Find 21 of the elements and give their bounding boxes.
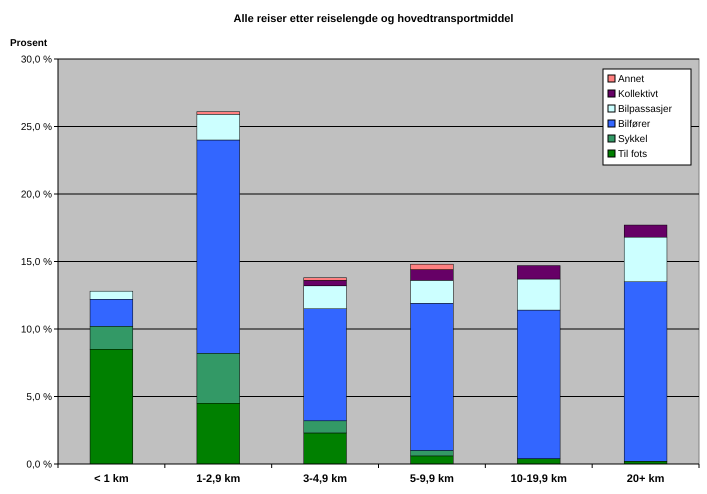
y-tick-label: 0,0 % bbox=[26, 460, 52, 470]
legend-label: Sykkel bbox=[618, 134, 648, 145]
y-axis-title: Prosent bbox=[10, 38, 48, 49]
x-tick-label: 1-2,9 km bbox=[196, 473, 240, 485]
chart-title: Alle reiser etter reiselengde og hovedtransportmiddel bbox=[234, 13, 514, 25]
x-tick-label: 10-19,9 km bbox=[510, 473, 568, 485]
y-tick-label: 25,0 % bbox=[20, 122, 52, 133]
legend-label: Til fots bbox=[618, 149, 648, 160]
y-tick-label: 10,0 % bbox=[20, 324, 52, 336]
y-tick-label: 15,0 % bbox=[20, 257, 52, 268]
y-tick-label: 20,0 % bbox=[20, 190, 52, 200]
x-tick-label: < 1 km bbox=[94, 473, 129, 485]
x-tick-label: 3-4,9 km bbox=[303, 473, 348, 485]
legend-label: Kollektivt bbox=[618, 89, 658, 100]
legend-label: Bilfører bbox=[618, 119, 651, 130]
y-tick-label: 30,0 % bbox=[20, 54, 52, 66]
x-tick-label: 5-9,9 km bbox=[410, 473, 454, 485]
legend-label: Bilpassasjer bbox=[618, 104, 673, 115]
x-tick-label: 20+ km bbox=[626, 473, 665, 485]
legend-label: Annet bbox=[618, 74, 644, 85]
y-tick-label: 5,0 % bbox=[26, 392, 52, 403]
